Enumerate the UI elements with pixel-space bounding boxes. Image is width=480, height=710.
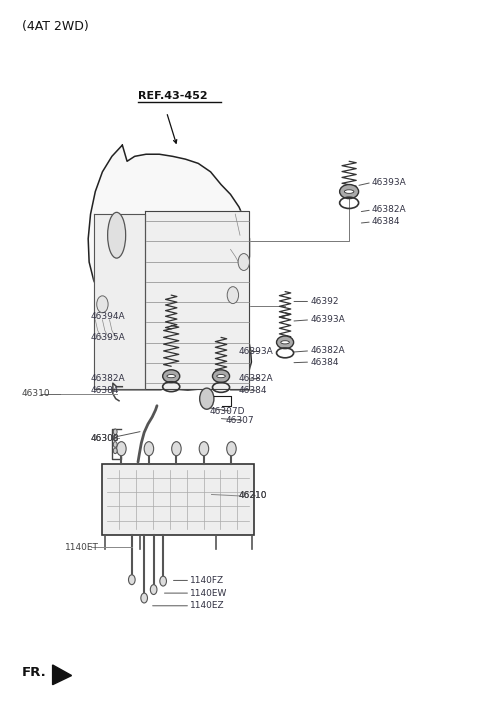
Circle shape: [113, 435, 117, 441]
Circle shape: [141, 593, 147, 603]
Text: REF.43-452: REF.43-452: [138, 92, 208, 102]
Text: 46307D: 46307D: [209, 407, 245, 416]
Circle shape: [113, 442, 117, 447]
Text: 46382A: 46382A: [372, 205, 407, 214]
Ellipse shape: [340, 185, 359, 199]
Text: 46384: 46384: [91, 386, 119, 395]
Text: 1140ET: 1140ET: [64, 543, 98, 552]
Circle shape: [200, 388, 214, 409]
Text: 46393A: 46393A: [310, 315, 345, 324]
Text: 46382A: 46382A: [310, 346, 345, 355]
Circle shape: [144, 442, 154, 456]
Text: 46310: 46310: [22, 389, 50, 398]
Text: 46210: 46210: [239, 491, 267, 501]
Text: 46394A: 46394A: [91, 312, 125, 321]
Ellipse shape: [163, 370, 180, 383]
Ellipse shape: [213, 370, 229, 383]
Text: 46382A: 46382A: [91, 373, 125, 383]
Circle shape: [96, 296, 108, 312]
Text: FR.: FR.: [22, 665, 47, 679]
Text: 1140EW: 1140EW: [190, 589, 228, 598]
Text: 46382A: 46382A: [239, 373, 274, 383]
Ellipse shape: [108, 212, 126, 258]
Text: 46308: 46308: [91, 434, 119, 442]
Text: 46393A: 46393A: [372, 178, 407, 187]
Circle shape: [227, 442, 236, 456]
Polygon shape: [145, 211, 250, 389]
Circle shape: [160, 577, 167, 586]
FancyBboxPatch shape: [102, 464, 254, 535]
Circle shape: [129, 575, 135, 584]
Circle shape: [117, 442, 126, 456]
Text: 46384: 46384: [372, 217, 400, 226]
Circle shape: [172, 442, 181, 456]
Text: 46393A: 46393A: [239, 347, 274, 356]
Text: 46384: 46384: [310, 358, 339, 366]
Circle shape: [227, 287, 239, 304]
Text: 46384: 46384: [239, 386, 267, 395]
Ellipse shape: [344, 190, 354, 193]
Text: 46307: 46307: [226, 416, 254, 425]
Circle shape: [113, 429, 117, 435]
Ellipse shape: [276, 336, 294, 349]
Ellipse shape: [281, 341, 289, 344]
Circle shape: [113, 448, 117, 454]
Text: 1140FZ: 1140FZ: [190, 576, 224, 585]
Text: 46210: 46210: [239, 491, 267, 501]
Ellipse shape: [167, 375, 176, 378]
Circle shape: [150, 584, 157, 594]
Text: 1140EZ: 1140EZ: [190, 601, 225, 611]
Polygon shape: [94, 214, 145, 389]
Text: 46308: 46308: [91, 434, 119, 442]
Ellipse shape: [217, 375, 225, 378]
Circle shape: [238, 253, 250, 271]
Text: 46392: 46392: [310, 297, 339, 306]
Circle shape: [199, 442, 209, 456]
Polygon shape: [53, 665, 72, 684]
Polygon shape: [88, 145, 252, 391]
Text: (4AT 2WD): (4AT 2WD): [22, 21, 88, 33]
Text: 46395A: 46395A: [91, 333, 125, 342]
